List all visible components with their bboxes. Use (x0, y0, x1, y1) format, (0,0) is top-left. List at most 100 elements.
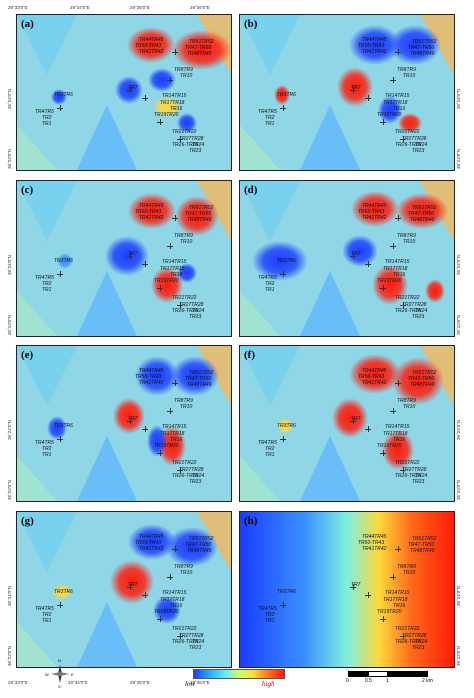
site-label-g16: TR26-TR25 (172, 142, 199, 148)
site-label-g7: TR8TR9 (174, 67, 193, 73)
facet (240, 125, 280, 170)
site-label-g18: TR23 (189, 645, 202, 651)
anomaly-zone (396, 193, 448, 229)
site-label-g8: TR10 (403, 570, 416, 576)
station-marker (280, 602, 286, 608)
station-marker (127, 87, 133, 93)
station-marker (350, 253, 356, 259)
site-label-g11: TR17TR18 (160, 597, 185, 603)
facet (240, 181, 300, 241)
site-label-g1: TR44TR45 (362, 368, 387, 374)
station-marker (57, 602, 63, 608)
site-label-g12: TR16 (393, 272, 406, 278)
site-label-g21: TR2 (42, 446, 52, 452)
station-marker (177, 467, 183, 473)
site-label-g3: TR41TR42 (362, 49, 387, 55)
site-label-g19: TR3TR6 (54, 92, 73, 98)
site-label-g6: TR48TR49 (187, 217, 212, 223)
station-marker (395, 380, 401, 386)
site-label-g2: TR50-TR43 (135, 43, 162, 49)
site-label-g15: TR27TR28 (179, 302, 204, 308)
site-label-g12: TR16 (170, 106, 183, 112)
site-label-g18: TR23 (412, 479, 425, 485)
site-label-g8: TR10 (403, 239, 416, 245)
site-label-g15: TR27TR28 (402, 467, 427, 473)
anomaly-zone (177, 113, 197, 133)
station-marker (167, 243, 173, 249)
site-label-g14: TR21TR22 (395, 460, 420, 466)
site-label-g7: TR8TR9 (174, 564, 193, 570)
anomaly-zone (274, 85, 290, 105)
site-label-g11: TR17TR18 (383, 100, 408, 106)
scale-05: 0.5 (365, 678, 372, 684)
compass-icon (51, 665, 69, 683)
site-label-g9: TR7 (351, 416, 361, 422)
lat-tick: 36°23'0"N (7, 314, 12, 335)
site-label-g11: TR17TR18 (383, 431, 408, 437)
facet (240, 291, 280, 336)
site-label-g21: TR2 (265, 115, 275, 121)
site-label-g16: TR26-TR25 (172, 473, 199, 479)
site-label-g21: TR2 (265, 612, 275, 618)
station-marker (57, 105, 63, 111)
site-label-g8: TR10 (180, 239, 193, 245)
site-label-g9: TR7 (128, 85, 138, 91)
site-label-g17: TR24 (192, 473, 205, 479)
interpolation-field (17, 181, 231, 336)
site-label-g22: TR1 (42, 121, 52, 127)
panel-label: (a) (21, 18, 34, 30)
site-label-g1: TR44TR45 (139, 368, 164, 374)
site-label-g21: TR2 (42, 281, 52, 287)
site-label-g17: TR24 (415, 473, 428, 479)
map-panel-f: (f) TR44TR45 TR50-TR43 TR41TR42 TR51TR52 TR47… (239, 345, 455, 502)
site-label-g8: TR10 (180, 570, 193, 576)
site-label-g16: TR26-TR25 (395, 473, 422, 479)
facet (77, 602, 137, 667)
site-label-g10: TR14TR15 (385, 259, 410, 265)
site-label-g11: TR17TR18 (383, 597, 408, 603)
site-label-g19: TR3TR6 (54, 258, 73, 264)
anomaly-zone (135, 356, 179, 396)
lat-tick: 36°23'0"N (456, 314, 461, 335)
anomaly-zone (127, 27, 175, 63)
site-label-g8: TR10 (403, 404, 416, 410)
site-label-g21: TR2 (42, 612, 52, 618)
site-label-g3: TR41TR42 (139, 215, 164, 221)
site-label-g22: TR1 (42, 452, 52, 458)
station-marker (57, 271, 63, 277)
station-marker (400, 633, 406, 639)
anomaly-zone (148, 68, 176, 92)
compass-w: W (45, 672, 49, 677)
site-label-g5: TR47-TR50 (408, 376, 435, 382)
station-marker (400, 467, 406, 473)
anomaly-zone (110, 560, 154, 604)
facet (17, 622, 57, 667)
site-label-g5: TR47-TR50 (408, 542, 435, 548)
scale-2km: 2 km (422, 678, 433, 684)
site-label-g5: TR47-TR50 (185, 542, 212, 548)
anomaly-zone (166, 527, 218, 567)
site-label-g10: TR14TR15 (385, 93, 410, 99)
site-label-g19: TR3TR6 (277, 589, 296, 595)
site-label-g20: TR4TR5 (35, 109, 54, 115)
station-marker (390, 77, 396, 83)
lat-tick: 36°23'0"N (7, 148, 12, 169)
site-label-g13: TR19TR20 (154, 278, 179, 284)
site-label-g4: TR51TR52 (189, 39, 214, 45)
anomaly-zone (128, 193, 176, 229)
station-marker (177, 302, 183, 308)
station-marker (157, 616, 163, 622)
facet (300, 436, 360, 501)
station-marker (380, 285, 386, 291)
site-label-g21: TR2 (265, 446, 275, 452)
site-label-g4: TR51TR52 (189, 205, 214, 211)
map-panel-g: (g) TR44TR45 TR50-TR43 TR41TR42 TR51TR52 TR47… (16, 511, 232, 668)
site-label-g6: TR48TR49 (410, 217, 435, 223)
site-label-g13: TR19TR20 (154, 609, 179, 615)
site-label-g12: TR16 (170, 272, 183, 278)
site-label-g14: TR21TR22 (395, 129, 420, 135)
anomaly-zone (382, 430, 414, 470)
anomaly-zone (172, 30, 231, 70)
site-label-g10: TR14TR15 (385, 424, 410, 430)
site-label-g11: TR17TR18 (160, 266, 185, 272)
